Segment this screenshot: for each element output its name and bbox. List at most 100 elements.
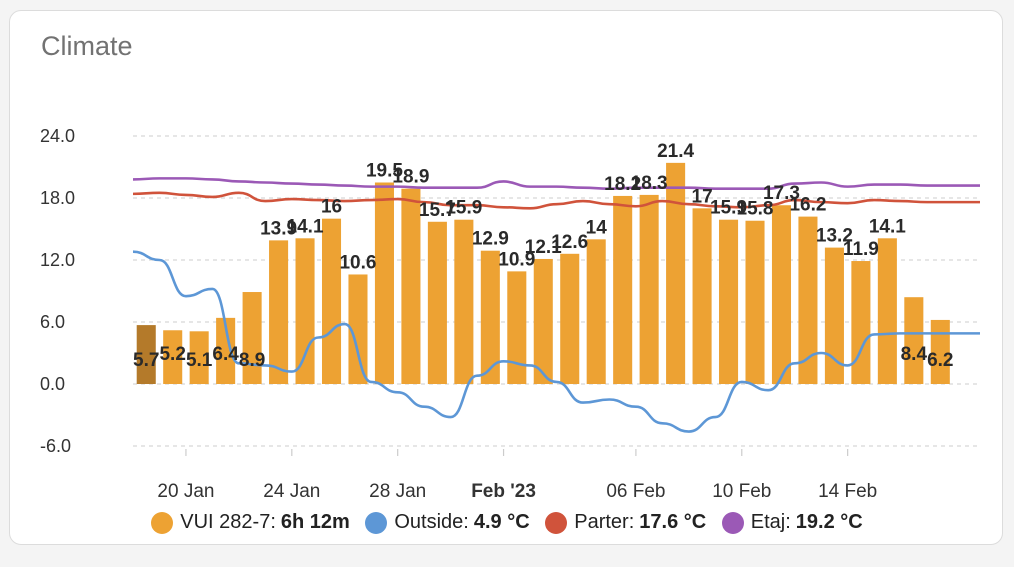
y-tick-label: 18.0 xyxy=(40,188,75,208)
bar[interactable] xyxy=(771,205,792,384)
bar[interactable] xyxy=(427,221,447,384)
x-axis-ticks: 20 Jan 24 Jan 28 Jan Feb '23 06 Feb 10 Feb 14 … xyxy=(157,449,877,502)
bar-label: 16 xyxy=(321,197,342,218)
legend-dot-etaj xyxy=(721,511,744,534)
bar-label: 15.9 xyxy=(710,198,747,219)
bar[interactable] xyxy=(374,182,394,385)
bar[interactable] xyxy=(639,194,659,384)
bar-label: 13.2 xyxy=(816,226,853,247)
bar[interactable] xyxy=(269,240,289,384)
bar[interactable] xyxy=(401,188,421,384)
x-tick-label: 24 Jan xyxy=(263,481,320,502)
bar-label: 21.4 xyxy=(657,141,694,162)
bar[interactable] xyxy=(348,274,368,384)
bar[interactable] xyxy=(851,261,871,384)
bar-label: 12.9 xyxy=(472,229,509,250)
bar[interactable] xyxy=(613,195,633,384)
bar-label: 6.4 xyxy=(212,344,239,365)
bar-label: 19.5 xyxy=(366,161,403,182)
climate-card: Climate -6.0 0.0 6.0 12.0 18.0 24.0 5.7 5.2 5.1… xyxy=(9,10,1003,545)
legend-value-parter: 17.6 °C xyxy=(639,511,707,533)
legend-item-vui[interactable]: VUI 282-7: 6h 12m xyxy=(151,511,350,534)
legend-label-parter: Parter: xyxy=(574,511,635,533)
legend-item-etaj[interactable]: Etaj: 19.2 °C xyxy=(721,511,863,534)
card-title: Climate xyxy=(41,31,133,61)
legend-label-outside: Outside: xyxy=(394,511,469,533)
bar[interactable] xyxy=(216,317,236,384)
bar-label: 15.8 xyxy=(737,199,774,220)
legend-dot-vui xyxy=(151,511,174,534)
climate-chart: -6.0 0.0 6.0 12.0 18.0 24.0 5.7 5.2 5.1 6.4 8.9 13… xyxy=(40,126,980,502)
y-tick-label: 24.0 xyxy=(40,126,75,146)
x-tick-label: 10 Feb xyxy=(712,481,771,502)
series-line-etaj[interactable] xyxy=(132,177,980,190)
legend-label-vui: VUI 282-7: xyxy=(180,511,276,533)
bar-label: 17 xyxy=(692,186,713,207)
bar[interactable] xyxy=(507,271,527,384)
bar-data-labels: 5.7 5.2 5.1 6.4 8.9 13.9 14.1 16 10.6 19.518.9 15.… xyxy=(133,141,953,371)
bar-label: 5.1 xyxy=(186,350,213,371)
bar[interactable] xyxy=(480,250,500,384)
bar[interactable] xyxy=(189,331,209,384)
x-tick-label: 14 Feb xyxy=(818,481,877,502)
bar[interactable] xyxy=(824,247,844,384)
bar-label: 18.3 xyxy=(631,173,668,194)
series-line-parter[interactable] xyxy=(132,191,980,210)
bar[interactable] xyxy=(586,239,606,384)
bar-label: 17.3 xyxy=(763,183,800,204)
bar[interactable] xyxy=(877,238,897,384)
bar[interactable] xyxy=(719,219,739,384)
y-axis-ticks: -6.0 0.0 6.0 12.0 18.0 24.0 xyxy=(40,126,75,456)
bar[interactable] xyxy=(666,162,686,384)
bar-label: 14 xyxy=(586,217,608,238)
bar-label: 18.9 xyxy=(392,167,429,188)
legend: VUI 282-7: 6h 12m Outside: 4.9 °C Parter… xyxy=(10,511,1002,540)
legend-item-parter[interactable]: Parter: 17.6 °C xyxy=(545,511,706,534)
bar-label: 8.4 xyxy=(901,344,928,365)
bar[interactable] xyxy=(904,297,924,384)
bar-label: 12.1 xyxy=(525,237,562,258)
bar[interactable] xyxy=(798,216,818,384)
legend-dot-outside xyxy=(365,511,388,534)
y-tick-label: -6.0 xyxy=(40,436,71,456)
bar[interactable] xyxy=(163,330,183,384)
y-tick-label: 12.0 xyxy=(40,250,75,270)
bar[interactable] xyxy=(295,238,315,384)
y-tick-label: 0.0 xyxy=(40,374,65,394)
legend-dot-parter xyxy=(545,511,568,534)
bar-label: 10.6 xyxy=(339,252,376,273)
bar-label: 10.9 xyxy=(498,249,535,270)
bar-label: 12.6 xyxy=(551,232,588,253)
bar[interactable] xyxy=(321,218,342,384)
line-series xyxy=(132,177,980,433)
series-line-outside[interactable] xyxy=(132,250,980,433)
bar-label: 8.9 xyxy=(239,350,265,371)
bar-series xyxy=(136,162,950,385)
x-tick-label: 28 Jan xyxy=(369,481,426,502)
y-tick-label: 6.0 xyxy=(40,312,65,332)
bar-label: 18.2 xyxy=(604,174,641,195)
bar[interactable] xyxy=(136,325,156,384)
legend-value-etaj: 19.2 °C xyxy=(795,511,863,533)
bar-label: 14.1 xyxy=(869,216,906,237)
x-tick-label: 20 Jan xyxy=(157,481,214,502)
bar-label: 15.9 xyxy=(445,198,482,219)
bar-label: 6.2 xyxy=(927,350,953,371)
bar[interactable] xyxy=(745,220,765,384)
bar[interactable] xyxy=(692,208,712,384)
bar-label: 5.2 xyxy=(159,344,185,365)
x-tick-label: 06 Feb xyxy=(606,481,665,502)
bar-label: 11.9 xyxy=(843,239,879,260)
bar[interactable] xyxy=(560,253,580,384)
bar[interactable] xyxy=(242,292,262,384)
bar-label: 13.9 xyxy=(260,218,297,239)
bar[interactable] xyxy=(454,219,474,384)
bar[interactable] xyxy=(533,258,553,384)
legend-value-vui: 6h 12m xyxy=(280,511,350,533)
bar[interactable] xyxy=(930,319,950,384)
legend-value-outside: 4.9 °C xyxy=(473,511,530,533)
bar-label: 16.2 xyxy=(789,195,826,216)
bar-label: 15.7 xyxy=(419,200,456,221)
legend-item-outside[interactable]: Outside: 4.9 °C xyxy=(365,511,530,534)
bar-label: 5.7 xyxy=(133,350,159,371)
